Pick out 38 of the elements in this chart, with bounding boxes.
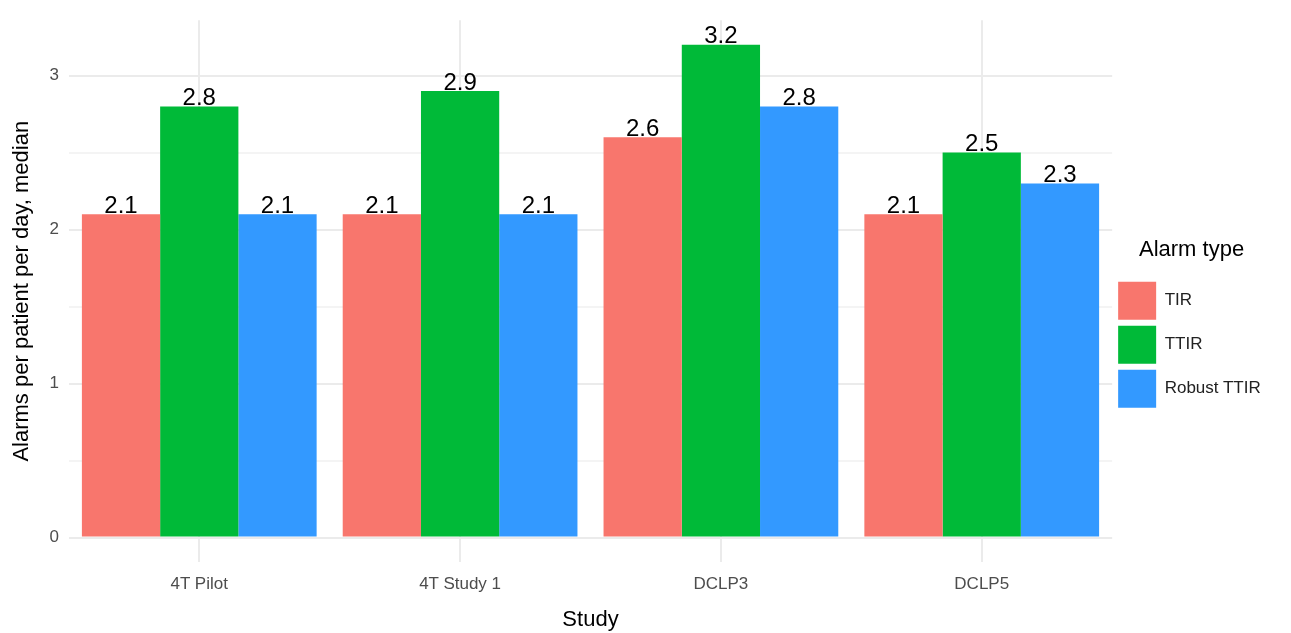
bar xyxy=(864,214,943,537)
y-tick-label: 3 xyxy=(49,65,59,85)
bar xyxy=(160,106,239,537)
x-tick-label: 4T Pilot xyxy=(170,574,229,594)
y-tick-label: 2 xyxy=(49,219,59,239)
data-label: 2.9 xyxy=(443,67,477,95)
data-label: 2.8 xyxy=(782,83,816,111)
x-axis-title: Study xyxy=(562,605,619,631)
bar xyxy=(499,214,578,537)
y-axis-title: Alarms per patient per day, median xyxy=(8,120,34,462)
data-label: 3.2 xyxy=(704,21,738,49)
bar xyxy=(1020,183,1100,537)
x-tick-label: DCLP3 xyxy=(693,574,749,594)
data-label: 2.1 xyxy=(521,190,556,218)
bar xyxy=(342,214,421,537)
legend-label: TTIR xyxy=(1164,334,1203,354)
legend-label: TIR xyxy=(1164,290,1193,310)
y-tick-label: 1 xyxy=(49,373,59,393)
legend-label: Robust TTIR xyxy=(1164,378,1261,398)
x-tick-label: DCLP5 xyxy=(954,574,1010,594)
data-label: 2.1 xyxy=(104,190,138,218)
data-label: 2.1 xyxy=(260,190,295,218)
data-label: 2.8 xyxy=(182,83,216,111)
data-label: 2.3 xyxy=(1043,160,1077,188)
x-tick-label: 4T Study 1 xyxy=(419,574,502,594)
data-label: 2.5 xyxy=(965,129,999,157)
bar xyxy=(603,137,682,537)
bar xyxy=(760,106,839,537)
bar xyxy=(420,91,500,537)
bar xyxy=(681,44,761,537)
data-label: 2.1 xyxy=(886,190,921,218)
legend-title: Alarm type xyxy=(1138,236,1245,262)
bar xyxy=(942,152,1021,537)
y-tick-label: 0 xyxy=(49,527,59,547)
bar xyxy=(81,214,161,537)
data-label: 2.1 xyxy=(365,190,399,218)
data-label: 2.6 xyxy=(625,113,660,141)
bar xyxy=(238,214,317,537)
